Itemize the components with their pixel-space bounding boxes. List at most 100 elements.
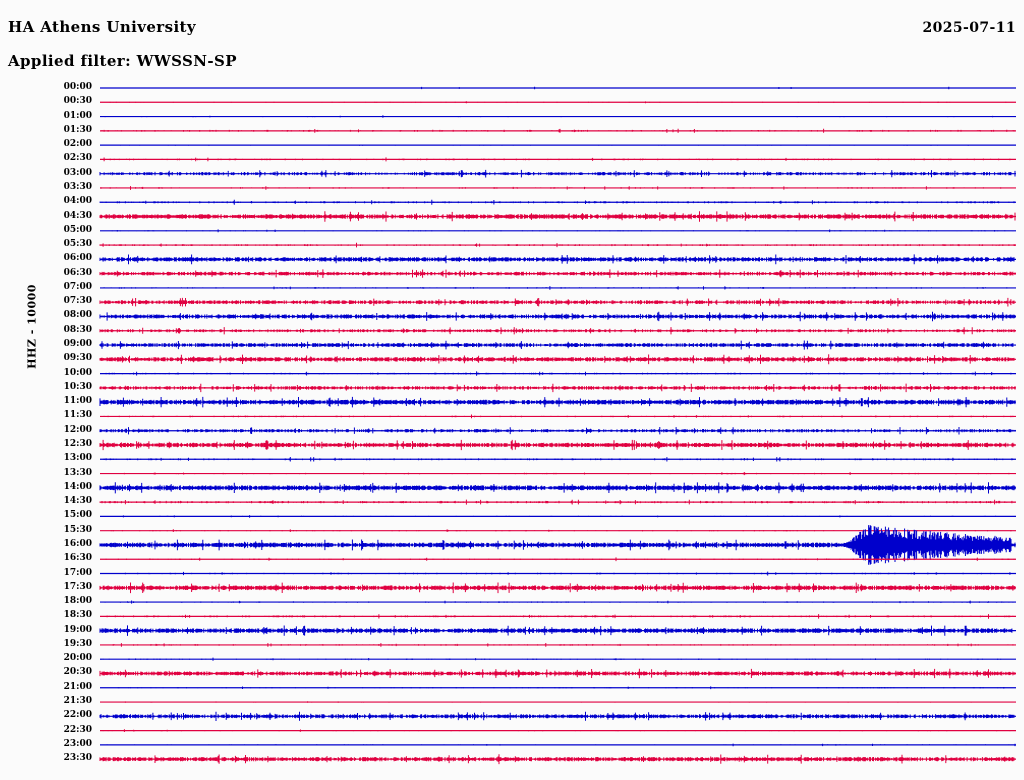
- row-time-label-text: 09:00: [63, 339, 92, 350]
- trace-row: [99, 754, 1016, 765]
- trace-row: [100, 115, 1016, 118]
- row-time-label-text: 11:00: [63, 396, 92, 407]
- trace-noise: [103, 457, 1014, 462]
- trace-row: [99, 396, 1016, 408]
- row-time-label: 17:30: [28, 582, 92, 593]
- trace-noise: [100, 186, 1002, 190]
- trace-noise: [109, 571, 1015, 576]
- row-time-label-text: 05:30: [63, 239, 92, 250]
- row-time-label: 07:30: [28, 297, 92, 307]
- row-time-label: 15:30: [28, 525, 92, 536]
- row-time-label-text: 01:00: [63, 110, 92, 121]
- row-time-label: 09:00: [28, 340, 92, 350]
- trace-noise: [99, 354, 1015, 365]
- row-time-label-text: 02:30: [63, 153, 92, 164]
- row-time-label-text: 04:30: [63, 210, 92, 221]
- trace-row: [100, 144, 1016, 146]
- trace-row: [100, 515, 1016, 518]
- trace-noise: [101, 128, 1015, 133]
- row-time-label-text: 14:30: [63, 496, 92, 507]
- row-time-label-text: 09:30: [63, 353, 92, 364]
- trace-row: [100, 414, 1016, 419]
- row-time-label: 14:00: [28, 482, 92, 493]
- row-time-label: 02:30: [28, 154, 92, 164]
- trace-row: [100, 657, 1016, 661]
- row-time-label: 18:30: [28, 611, 92, 621]
- row-time-label-text: 21:00: [63, 681, 92, 692]
- row-time-label: 01:00: [28, 110, 92, 122]
- row-time-label-text: 19:30: [63, 638, 92, 649]
- trace-noise: [119, 701, 1006, 703]
- trace-noise: [102, 729, 1012, 732]
- row-time-label-text: 22:00: [63, 710, 92, 721]
- trace-row: [100, 286, 1016, 290]
- trace-noise: [99, 711, 1015, 721]
- trace-row: [100, 128, 1016, 133]
- trace-noise: [108, 515, 999, 518]
- trace-row: [100, 157, 1016, 162]
- trace-row: [100, 101, 1016, 104]
- row-time-label-text: 00:30: [63, 96, 92, 107]
- row-time-label: 16:00: [28, 538, 92, 550]
- trace-noise: [99, 396, 1016, 408]
- row-time-label-text: 13:00: [63, 453, 92, 464]
- trace-row: [99, 169, 1016, 178]
- trace-noise: [99, 340, 1014, 350]
- trace-noise: [99, 311, 1016, 322]
- row-time-label-text: 16:30: [63, 553, 92, 564]
- row-time-label: 06:30: [28, 268, 92, 279]
- trace-row: [100, 729, 1016, 732]
- row-time-label-text: 12:30: [63, 439, 92, 449]
- row-time-label-text: 16:00: [63, 538, 92, 549]
- trace-row: [99, 711, 1016, 721]
- row-time-label: 22:30: [28, 724, 92, 736]
- trace-noise: [110, 529, 1012, 532]
- trace-row: [99, 311, 1016, 322]
- row-time-label: 14:30: [28, 497, 92, 507]
- trace-noise: [104, 600, 1014, 604]
- trace-noise: [119, 144, 996, 146]
- trace-row: [100, 571, 1016, 576]
- trace-noise: [99, 254, 1015, 265]
- trace-row: [99, 211, 1016, 222]
- row-time-label-text: 12:00: [63, 424, 92, 435]
- trace-noise: [99, 297, 1015, 307]
- trace-row: [100, 186, 1016, 190]
- row-time-label: 04:30: [28, 210, 92, 222]
- trace-noise: [106, 614, 1014, 619]
- trace-row: [100, 686, 1016, 690]
- row-time-label: 02:00: [28, 140, 92, 150]
- row-time-label-text: 05:00: [63, 224, 92, 235]
- row-time-label-text: 23:30: [63, 753, 92, 764]
- trace-noise: [109, 101, 1007, 104]
- row-time-label: 12:30: [28, 440, 92, 450]
- row-time-label-text: 22:30: [63, 724, 92, 735]
- row-time-label-text: 03:00: [63, 167, 92, 178]
- trace-noise: [103, 157, 1011, 162]
- trace-row: [99, 668, 1016, 679]
- row-time-label-text: 18:30: [63, 610, 92, 621]
- trace-row: [99, 269, 1016, 278]
- row-time-label-text: 11:30: [63, 410, 92, 421]
- row-time-label: 17:00: [28, 568, 92, 579]
- row-time-label-text: 19:00: [63, 624, 92, 635]
- trace-row: [100, 643, 1016, 647]
- trace-canvas: [99, 86, 1016, 765]
- row-time-label-text: 23:00: [63, 738, 92, 749]
- row-time-label: 13:00: [28, 454, 92, 464]
- row-time-label: 08:30: [28, 324, 92, 336]
- row-time-label: 08:00: [28, 311, 92, 321]
- trace-noise: [103, 414, 1014, 419]
- row-time-label: 21:30: [28, 697, 92, 707]
- trace-noise: [99, 383, 1016, 393]
- trace-noise: [105, 557, 1015, 562]
- row-time-label: 00:00: [28, 83, 92, 93]
- trace-noise: [99, 499, 1015, 505]
- row-time-label-text: 08:30: [63, 324, 92, 335]
- trace-noise: [99, 582, 1016, 594]
- row-time-label-text: 20:30: [63, 667, 92, 678]
- row-time-label: 18:00: [28, 597, 92, 607]
- row-time-label-text: 21:30: [63, 696, 92, 707]
- row-time-label: 11:30: [28, 411, 92, 421]
- row-time-label-text: 10:00: [63, 367, 92, 378]
